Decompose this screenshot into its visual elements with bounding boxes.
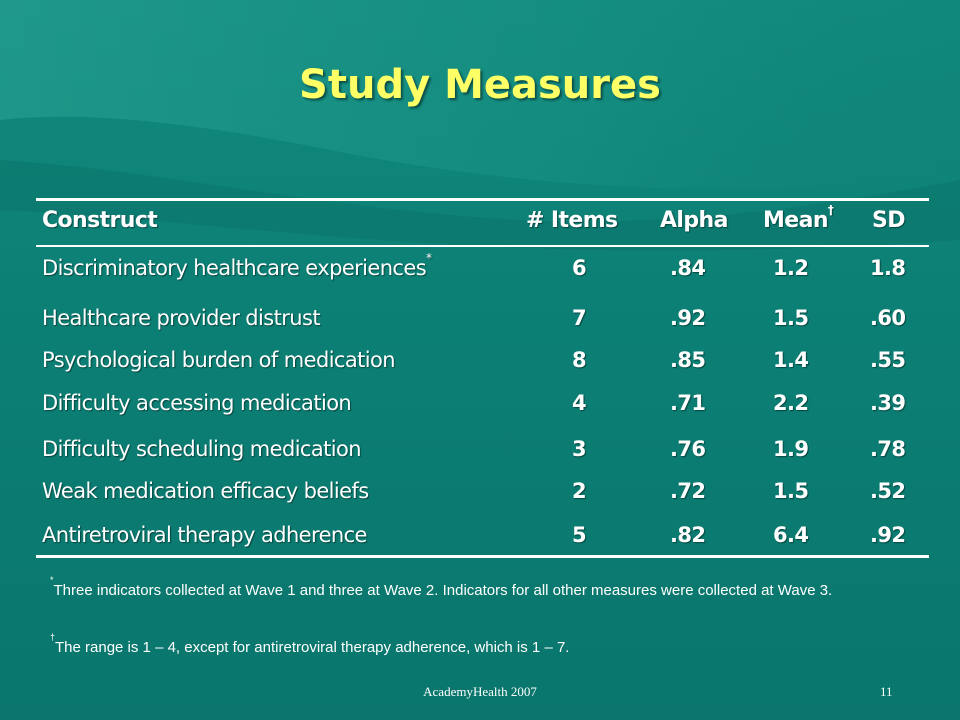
row-mean: 1.4: [773, 348, 809, 372]
row-sd: .60: [870, 306, 906, 330]
row-sd: .39: [870, 391, 906, 415]
row-items: 2: [572, 479, 587, 503]
row-construct: Psychological burden of medication: [42, 348, 396, 372]
table-row: Difficulty scheduling medication 3 .76 1…: [36, 437, 929, 467]
header-sd: SD: [872, 208, 906, 233]
row-alpha: .84: [670, 256, 706, 280]
row-items: 8: [572, 348, 587, 372]
table-bottom-rule: [36, 555, 929, 558]
table-row: Antiretroviral therapy adherence 5 .82 6…: [36, 523, 929, 553]
row-footnote-mark: *: [426, 251, 432, 265]
row-mean: 1.5: [773, 479, 809, 503]
row-items: 7: [572, 306, 587, 330]
row-sd: .52: [870, 479, 906, 503]
row-items: 6: [572, 256, 587, 280]
row-sd: .78: [870, 437, 906, 461]
footnote-asterisk: *: [50, 575, 54, 585]
table-header-rule: [36, 245, 929, 247]
row-items: 5: [572, 523, 587, 547]
slide-number: 11: [880, 684, 893, 699]
footer-source: AcademyHealth 2007: [423, 684, 537, 699]
footnote-wave-text: Three indicators collected at Wave 1 and…: [53, 582, 833, 599]
table-row: Psychological burden of medication 8 .85…: [36, 348, 929, 378]
row-mean: 1.2: [773, 256, 809, 280]
footnote-range-text: The range is 1 – 4, except for antiretro…: [55, 639, 570, 656]
row-alpha: .92: [670, 306, 706, 330]
footnote-dagger: †: [50, 632, 56, 642]
table-row: Healthcare provider distrust 7 .92 1.5 .…: [36, 306, 929, 336]
table-top-rule: [36, 198, 929, 201]
row-alpha: .72: [670, 479, 706, 503]
row-alpha: .82: [670, 523, 706, 547]
row-construct: Antiretroviral therapy adherence: [42, 523, 367, 547]
row-alpha: .76: [670, 437, 706, 461]
row-mean: 6.4: [773, 523, 809, 547]
row-alpha: .71: [670, 391, 706, 415]
row-mean: 1.5: [773, 306, 809, 330]
row-sd: .55: [870, 348, 906, 372]
row-construct: Discriminatory healthcare experiences*: [42, 251, 432, 280]
table-header-row: Construct # Items Alpha Mean† SD: [36, 203, 929, 238]
table-row: Weak medication efficacy beliefs 2 .72 1…: [36, 479, 929, 509]
row-sd: 1.8: [870, 256, 906, 280]
footnote-wave: *Three indicators collected at Wave 1 an…: [50, 576, 940, 601]
row-items: 4: [572, 391, 587, 415]
row-mean: 2.2: [773, 391, 809, 415]
table-row: Discriminatory healthcare experiences* 6…: [36, 251, 929, 286]
slide-title: Study Measures: [299, 62, 661, 108]
row-mean: 1.9: [773, 437, 809, 461]
row-construct: Weak medication efficacy beliefs: [42, 479, 369, 503]
row-construct: Difficulty scheduling medication: [42, 437, 362, 461]
header-mean: Mean†: [763, 203, 834, 233]
row-construct: Healthcare provider distrust: [42, 306, 321, 330]
header-items: # Items: [526, 208, 618, 233]
row-alpha: .85: [670, 348, 706, 372]
header-construct: Construct: [42, 208, 158, 233]
row-items: 3: [572, 437, 587, 461]
table-row: Difficulty accessing medication 4 .71 2.…: [36, 391, 929, 421]
footnote-range: †The range is 1 – 4, except for antiretr…: [50, 633, 940, 658]
row-construct: Difficulty accessing medication: [42, 391, 352, 415]
row-sd: .92: [870, 523, 906, 547]
header-alpha: Alpha: [660, 208, 728, 233]
mean-dagger: †: [827, 203, 834, 217]
